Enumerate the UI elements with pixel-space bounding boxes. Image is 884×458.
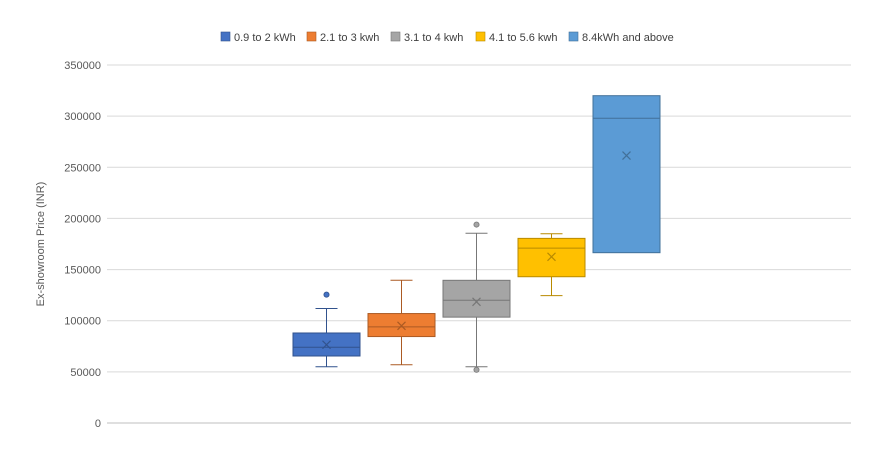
y-tick-label: 150000 [64, 265, 101, 277]
mean-marker [622, 151, 631, 160]
y-tick-label: 200000 [64, 213, 101, 225]
legend-item-3: 3.1 to 4 kwh [390, 31, 463, 44]
y-axis-title: Ex-showroom Price (INR) [35, 182, 47, 307]
outlier-point [323, 291, 330, 298]
legend-swatch [568, 31, 579, 42]
outlier-point [473, 366, 480, 373]
legend-label: 4.1 to 5.6 kwh [489, 32, 558, 44]
mean-marker [397, 321, 406, 331]
legend: 0.9 to 2 kWh 2.1 to 3 kwh 3.1 to 4 kwh 4.1 … [220, 31, 674, 44]
box-series-5 [592, 95, 661, 254]
legend-swatch [390, 31, 401, 42]
y-tick-label: 250000 [64, 162, 101, 174]
y-axis-ticks: 0 50000 100000 150000 200000 250000 300000 3500… [64, 60, 101, 430]
y-tick-label: 50000 [70, 367, 101, 379]
mean-marker [472, 297, 481, 307]
legend-swatch [475, 31, 486, 42]
outlier-point [473, 221, 480, 228]
legend-label: 3.1 to 4 kwh [404, 32, 463, 44]
legend-item-1: 0.9 to 2 kWh [220, 31, 296, 44]
box-series-1 [292, 291, 361, 368]
mean-marker [322, 340, 331, 350]
y-tick-label: 100000 [64, 316, 101, 328]
y-tick-label: 0 [95, 418, 101, 430]
box-series [292, 95, 661, 373]
box-series-3 [442, 221, 511, 373]
y-tick-label: 350000 [64, 60, 101, 72]
legend-swatch [220, 31, 231, 42]
box [442, 279, 511, 318]
legend-item-2: 2.1 to 3 kwh [306, 31, 379, 44]
box-series-4 [517, 233, 586, 297]
box [592, 95, 661, 254]
legend-label: 0.9 to 2 kWh [234, 32, 296, 44]
legend-label: 8.4kWh and above [582, 32, 674, 44]
legend-item-5: 8.4kWh and above [568, 31, 674, 44]
box-series-2 [367, 279, 436, 366]
legend-item-4: 4.1 to 5.6 kwh [475, 31, 558, 44]
legend-label: 2.1 to 3 kwh [320, 32, 379, 44]
gridlines [107, 64, 851, 424]
legend-swatch [306, 31, 317, 42]
y-tick-label: 300000 [64, 111, 101, 123]
mean-marker [547, 252, 556, 262]
